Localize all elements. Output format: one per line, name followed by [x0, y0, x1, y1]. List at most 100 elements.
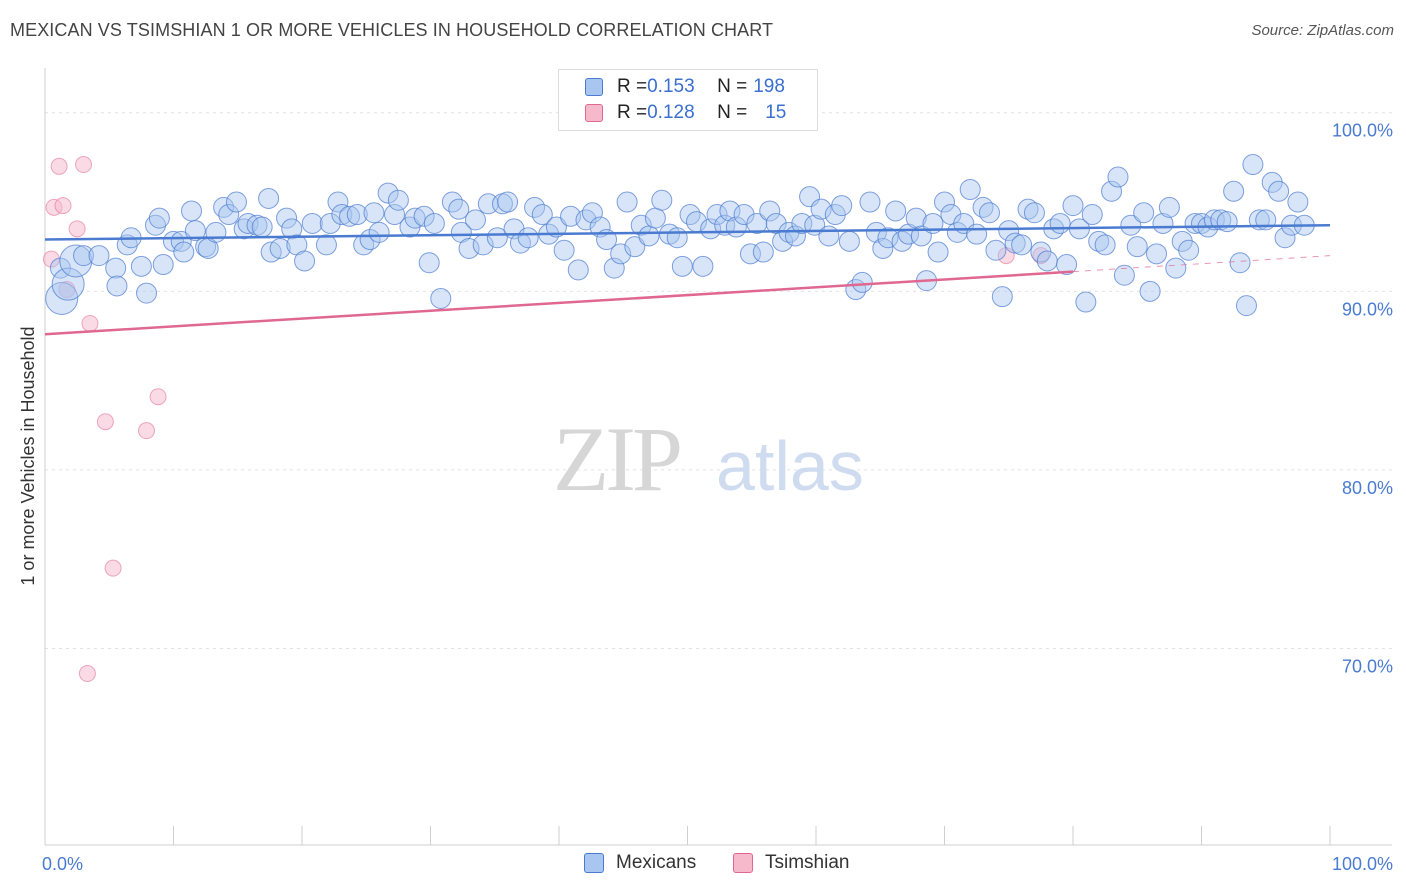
mexican-point [1088, 230, 1110, 252]
mexican-point [651, 189, 673, 211]
legend-r-label: R = [617, 102, 648, 123]
mexican-point [1152, 212, 1174, 234]
legend-swatch-tsimshian [733, 853, 753, 873]
mexican-point [666, 227, 688, 249]
mexican-point [1094, 234, 1116, 256]
y-tick-label: 90.0% [1342, 299, 1393, 319]
mexican-point [1017, 198, 1039, 220]
mexican-point [560, 205, 582, 227]
mexican-point [706, 204, 728, 226]
mexican-point [714, 214, 736, 236]
mexican-point [692, 255, 714, 277]
mexican-point [746, 212, 768, 234]
mexican-point [1113, 264, 1135, 286]
tsimshian-point [54, 197, 72, 215]
mexican-point [281, 218, 303, 240]
mexican-point [865, 221, 887, 243]
legend-n-label: N = [717, 76, 748, 97]
tsimshian-point [81, 314, 99, 332]
gridlines [45, 112, 1392, 650]
mexican-point [872, 237, 894, 259]
mexican-point [851, 271, 873, 293]
mexican-point [458, 237, 480, 259]
mexican-point [1223, 180, 1245, 202]
tsimshian-point [96, 413, 114, 431]
mexican-point [294, 250, 316, 272]
mexican-point [589, 216, 611, 238]
mexican-point [106, 275, 128, 297]
mexican-point [1023, 202, 1045, 224]
mexican-point [610, 243, 632, 265]
mexican-point [624, 236, 646, 258]
mexican-point [603, 257, 625, 279]
mexican-point [184, 220, 206, 242]
axes [44, 68, 1392, 846]
mexican-point [567, 259, 589, 281]
mexican-point [719, 200, 741, 222]
mexican-point [616, 191, 638, 213]
tsimshian-point [42, 250, 60, 268]
mexican-point [1268, 180, 1290, 202]
mexican-point [644, 207, 666, 229]
mexican-point [1062, 195, 1084, 217]
legend-swatch-mexicans [584, 853, 604, 873]
mexican-point [73, 245, 95, 267]
mexican-point [387, 189, 409, 211]
tsimshian-point [149, 388, 167, 406]
legend-n-value: 15 [765, 102, 787, 123]
mexican-point [517, 227, 539, 249]
mexican-point [985, 239, 1007, 261]
mexican-point [927, 241, 949, 263]
mexican-point [301, 212, 323, 234]
mexican-point [363, 202, 385, 224]
mexican-point [810, 198, 832, 220]
legend-item-mexicans: Mexicans [584, 852, 696, 874]
mexican-point [966, 223, 988, 245]
mexican-point [327, 191, 349, 213]
x-tick-label: 100.0% [1332, 854, 1393, 874]
legend-row-tsimshian: R = 0.128 N = 15 [585, 101, 786, 125]
mexican-point [1056, 254, 1078, 276]
legend-swatch-pink [585, 104, 603, 122]
legend-r-label: R = [617, 76, 648, 97]
mexican-point [205, 221, 227, 243]
mexican-point [136, 282, 158, 304]
mexican-point [1101, 180, 1123, 202]
mexican-point [1158, 196, 1180, 218]
tick-labels: 70.0% 80.0% 90.0% 100.0% 0.0% 100.0% [42, 121, 1393, 874]
legend-n-value: 198 [753, 76, 785, 97]
mexican-point [630, 214, 652, 236]
mexican-point [145, 214, 167, 236]
mexican-point [180, 200, 202, 222]
mexican-point [831, 195, 853, 217]
mexican-point [464, 209, 486, 231]
mexican-point [752, 241, 774, 263]
mexican-point [258, 187, 280, 209]
y-tick-label: 100.0% [1332, 121, 1393, 141]
mexican-point [1229, 252, 1251, 274]
legend-n-label: N = [717, 102, 748, 123]
tsimshian-point [68, 220, 86, 238]
mexican-point [173, 241, 195, 263]
mexican-point [1107, 166, 1129, 188]
mexican-point [331, 204, 353, 226]
tsimshian-point [138, 422, 156, 440]
mexican-point [1075, 291, 1097, 313]
legend-label-tsimshian: Tsimshian [765, 852, 850, 873]
mexican-point [1126, 236, 1148, 258]
mexican-point [315, 234, 337, 256]
chart-title: MEXICAN VS TSIMSHIAN 1 OR MORE VEHICLES … [10, 20, 774, 40]
mexican-point [88, 245, 110, 267]
legend-r-value: 0.153 [647, 76, 695, 97]
mexican-point [1287, 191, 1309, 213]
mexican-point [885, 200, 907, 222]
mexican-point [1081, 204, 1103, 226]
mexican-point [497, 191, 519, 213]
mexican-point [991, 286, 1013, 308]
legend-r-value: 0.128 [647, 102, 695, 123]
mexican-point [105, 257, 127, 279]
legend-swatch-blue [585, 78, 603, 96]
mexican-point [1235, 295, 1257, 317]
mexican-point [959, 179, 981, 201]
mexican-point [1120, 214, 1142, 236]
